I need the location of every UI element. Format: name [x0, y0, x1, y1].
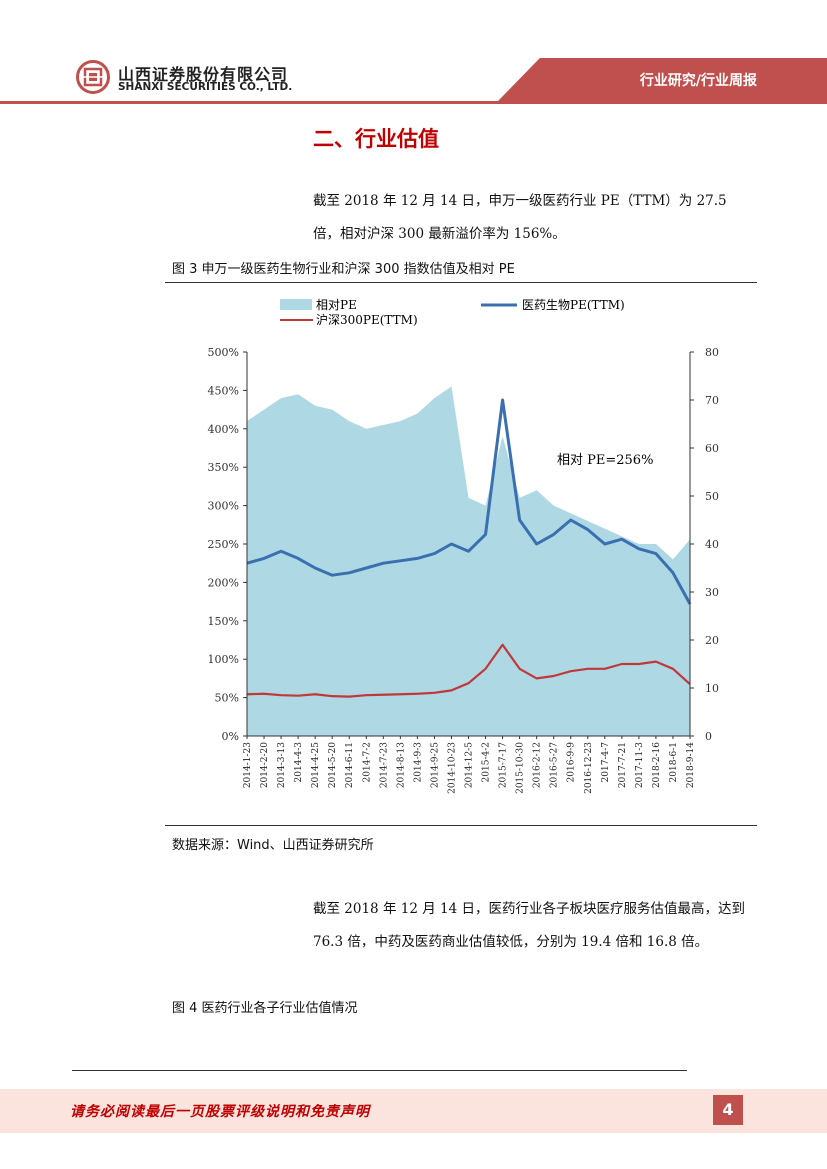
- legend-label-hs300: 沪深300PE(TTM): [316, 313, 418, 327]
- header-band: [497, 58, 827, 102]
- x-tick-label: 2014-8-13: [396, 742, 406, 788]
- x-tick-label: 2018-6-1: [669, 742, 679, 782]
- footer-disclaimer: 请务必阅读最后一页股票评级说明和免责声明: [70, 1104, 370, 1120]
- y-left-tick-label: 400%: [208, 423, 239, 436]
- x-tick-label: 2014-7-2: [362, 742, 372, 782]
- x-tick-label: 2014-12-5: [465, 742, 475, 788]
- x-tick-label: 2014-7-23: [379, 742, 389, 788]
- legend-label-relative-pe: 相对PE: [316, 298, 357, 312]
- y-right-tick-label: 10: [705, 682, 719, 695]
- y-left-tick-label: 500%: [208, 346, 239, 359]
- legend-swatch-relative-pe: [280, 299, 312, 310]
- y-left-tick-label: 150%: [208, 615, 239, 628]
- relative-pe-annotation: 相对 PE=256%: [557, 453, 653, 468]
- x-tick-label: 2017-7-21: [618, 742, 628, 788]
- paragraph-pe-summary: 截至 2018 年 12 月 14 日，申万一级医药行业 PE（TTM）为 27…: [313, 193, 727, 242]
- footer-band: [0, 1089, 827, 1133]
- x-tick-label: 2014-9-3: [413, 742, 423, 783]
- x-tick-label: 2014-4-25: [311, 742, 321, 788]
- y-right-tick-label: 50: [705, 490, 719, 503]
- x-tick-label: 2018-9-14: [686, 742, 696, 788]
- x-tick-label: 2014-9-25: [430, 742, 440, 788]
- paragraph-subsector-valuation: 截至 2018 年 12 月 14 日，医药行业各子板块医疗服务估值最高，达到 …: [313, 901, 745, 950]
- x-tick-label: 2016-12-23: [584, 742, 594, 794]
- series-line-pharma-pe: [246, 398, 692, 605]
- y-left-tick-label: 50%: [215, 692, 239, 705]
- y-right-tick-label: 80: [705, 346, 719, 359]
- y-left-tick-label: 450%: [208, 384, 239, 397]
- y-right-tick-label: 70: [705, 394, 719, 407]
- x-tick-label: 2014-6-11: [345, 742, 355, 788]
- figure3-top-rule: [165, 282, 757, 283]
- x-tick-label: 2014-2-20: [260, 742, 270, 788]
- company-name-cn: 山西证券股份有限公司: [118, 65, 289, 84]
- y-left-tick-label: 250%: [208, 538, 239, 551]
- footer-rule: [72, 1070, 687, 1071]
- y-right-tick-label: 60: [705, 442, 719, 455]
- x-tick-label: 2014-1-23: [243, 742, 253, 788]
- y-left-tick-label: 200%: [208, 576, 239, 589]
- x-tick-label: 2014-5-20: [328, 742, 338, 788]
- y-right-tick-label: 30: [705, 586, 719, 599]
- x-tick-label: 2015-10-30: [516, 742, 526, 794]
- y-right-tick-label: 40: [705, 538, 719, 551]
- y-left-tick-label: 100%: [208, 653, 239, 666]
- figure4-title: 图 4 医药行业各子行业估值情况: [172, 1001, 358, 1016]
- x-tick-label: 2015-4-2: [482, 742, 492, 782]
- y-left-tick-label: 300%: [208, 500, 239, 513]
- y-left-tick-label: 350%: [208, 461, 239, 474]
- x-tick-label: 2018-2-16: [652, 742, 662, 788]
- chart-legend: 相对PE 医药生物PE(TTM) 沪深300PE(TTM): [280, 298, 625, 327]
- x-tick-label: 2016-9-9: [567, 742, 577, 783]
- x-tick-label: 2017-4-7: [601, 742, 611, 783]
- company-name-en: SHANXI SECURITIES CO., LTD.: [118, 81, 293, 93]
- y-left-tick-label: 0%: [222, 730, 239, 743]
- figure3-bottom-rule: [165, 825, 757, 826]
- section-title: 二、行业估值: [313, 127, 439, 151]
- header-rule: [0, 101, 827, 104]
- x-tick-label: 2017-11-3: [635, 742, 645, 788]
- x-tick-label: 2016-5-27: [550, 742, 560, 788]
- series-area-relative-pe: [247, 386, 690, 736]
- x-tick-label: 2014-10-23: [447, 742, 457, 794]
- x-tick-label: 2014-4-3: [294, 742, 304, 783]
- report-tag: 行业研究/行业周报: [639, 73, 757, 89]
- y-right-tick-label: 20: [705, 634, 719, 647]
- figure3-title: 图 3 申万一级医药生物行业和沪深 300 指数估值及相对 PE: [172, 262, 515, 277]
- series-line-hs300-pe: [246, 643, 691, 698]
- data-source: 数据来源：Wind、山西证券研究所: [172, 838, 374, 853]
- valuation-chart: 相对PE 医药生物PE(TTM) 沪深300PE(TTM) 0% 50% 100% 1…: [208, 298, 719, 794]
- x-tick-label: 2015-7-17: [499, 742, 509, 788]
- x-tick-label: 2016-2-12: [533, 742, 543, 788]
- page-number: 4: [713, 1095, 743, 1125]
- x-tick-label: 2014-3-13: [277, 742, 287, 788]
- y-right-tick-label: 0: [705, 730, 712, 743]
- legend-label-pharma: 医药生物PE(TTM): [522, 298, 625, 312]
- company-logo: [76, 60, 110, 94]
